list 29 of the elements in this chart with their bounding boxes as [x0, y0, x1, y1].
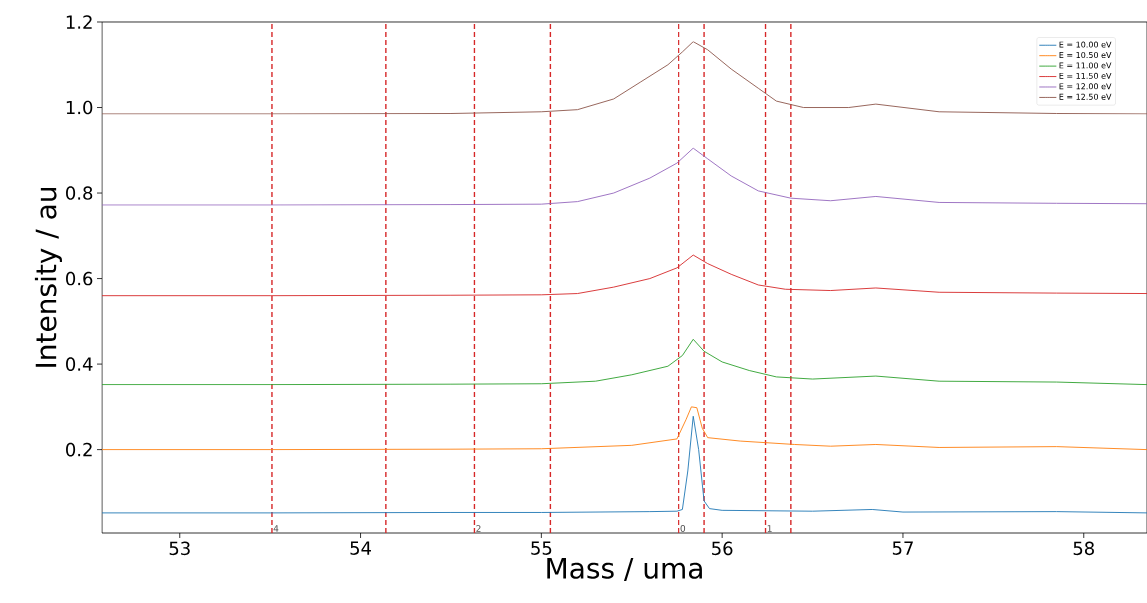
- annotation: 2: [476, 525, 481, 532]
- x-tick-label: 56: [712, 541, 733, 556]
- y-axis-title: Intensity / au: [34, 188, 62, 367]
- annotation: 1: [767, 525, 772, 532]
- legend-label: E = 10.00 eV: [1059, 41, 1112, 48]
- x-axis-title: Mass / uma: [547, 558, 702, 582]
- x-tick-label: 53: [169, 541, 190, 556]
- line-series: [102, 147, 1147, 206]
- legend-label: E = 12.00 eV: [1059, 83, 1112, 90]
- line-series: [102, 338, 1147, 386]
- line-series: [102, 41, 1147, 115]
- legend-label: E = 10.50 eV: [1059, 51, 1112, 59]
- y-tick-label: 1.2: [66, 15, 92, 29]
- y-tick-label: 0.2: [66, 442, 92, 457]
- x-tick-label: 54: [350, 541, 371, 555]
- x-tick-label: 57: [892, 541, 913, 555]
- y-tick-label: 0.6: [66, 271, 93, 286]
- x-tick-label: 58: [1073, 541, 1094, 556]
- legend-label: E = 11.00 eV: [1059, 62, 1112, 69]
- legend-label: E = 12.50 eV: [1059, 93, 1112, 100]
- y-tick-label: 0.8: [66, 186, 93, 200]
- x-tick-label: 55: [531, 541, 552, 555]
- line-series: [102, 406, 1147, 451]
- annotation: 4: [273, 525, 279, 532]
- y-tick-label: 0.4: [66, 357, 93, 371]
- y-tick-label: 1.0: [66, 100, 93, 115]
- annotation: 0: [680, 524, 686, 532]
- legend-label: E = 11.50 eV: [1059, 72, 1112, 79]
- line-series: [102, 415, 1147, 514]
